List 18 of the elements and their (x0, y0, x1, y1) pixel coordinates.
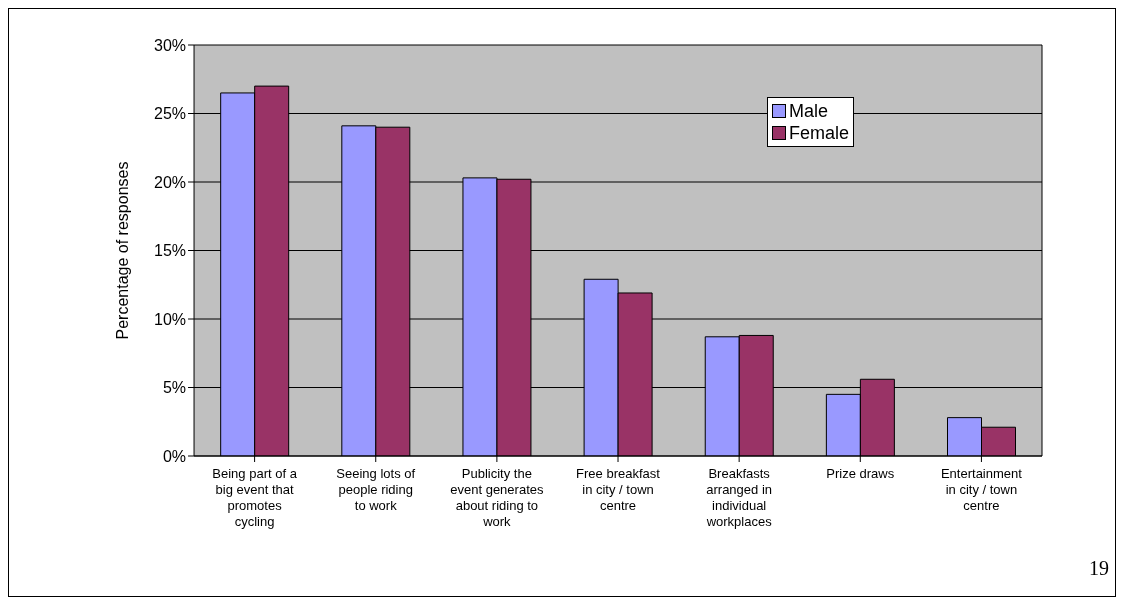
x-tick-label: Being part of a big event that promotes cycling (212, 466, 298, 529)
y-tick-label: 10% (154, 310, 187, 328)
y-tick-label: 25% (154, 105, 187, 123)
y-axis-title: Percentage of responses (113, 161, 131, 340)
x-tick-label: Entertainment in city / town centre (940, 466, 1023, 513)
legend-label: Male (789, 100, 829, 122)
x-tick-label: Publicity the event generates about riding to work (450, 466, 544, 529)
y-tick-label: 20% (154, 173, 187, 191)
x-tick-label: Breakfasts arranged in individual workplaces (705, 466, 773, 529)
y-tick-label: 5% (162, 379, 187, 397)
x-tick-label: Free breakfast in city / town centre (576, 466, 661, 513)
y-tick-label: 30% (154, 36, 187, 54)
x-tick-label: Seeing lots of people riding to work (336, 466, 416, 513)
y-tick-label: 0% (162, 447, 187, 465)
y-tick-label: 15% (154, 242, 187, 260)
legend-label: Female (789, 122, 850, 144)
text: 19 (1089, 557, 1109, 580)
x-tick-label: Prize draws (826, 466, 895, 481)
